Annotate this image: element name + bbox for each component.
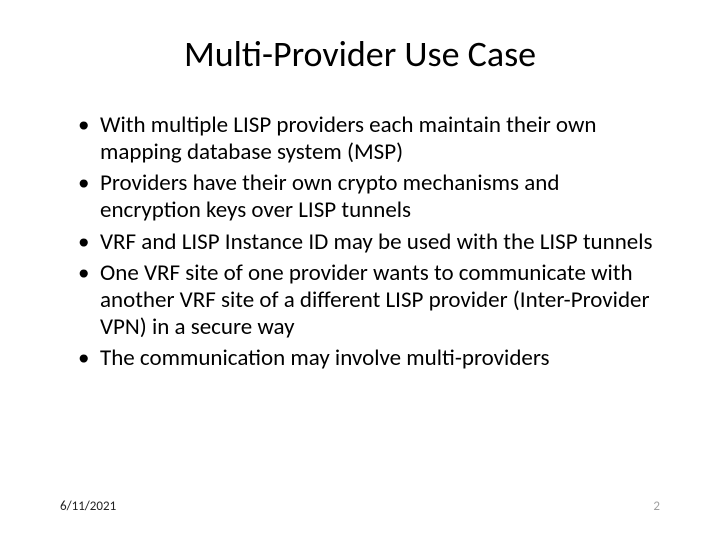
bullet-item: Providers have their own crypto mechanis… bbox=[78, 170, 660, 224]
slide: Multi-Provider Use Case With multiple LI… bbox=[0, 0, 720, 540]
bullet-item: VRF and LISP Instance ID may be used wit… bbox=[78, 229, 660, 256]
bullet-item: With multiple LISP providers each mainta… bbox=[78, 112, 660, 166]
bullet-item: One VRF site of one provider wants to co… bbox=[78, 260, 660, 341]
footer-date: 6/11/2021 bbox=[60, 499, 116, 514]
bullet-list: With multiple LISP providers each mainta… bbox=[60, 112, 660, 372]
slide-title: Multi-Provider Use Case bbox=[60, 32, 660, 76]
footer-page-number: 2 bbox=[653, 499, 660, 514]
bullet-item: The communication may involve multi-prov… bbox=[78, 345, 660, 372]
